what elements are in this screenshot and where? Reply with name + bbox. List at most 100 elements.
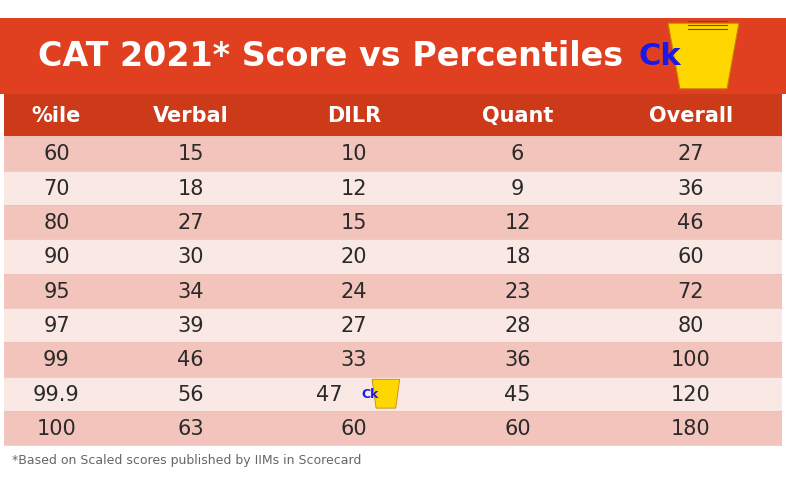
Bar <box>435 206 599 240</box>
Bar <box>435 171 599 206</box>
Text: 47: 47 <box>316 384 343 404</box>
Bar <box>599 171 782 206</box>
Bar <box>435 411 599 445</box>
Text: 12: 12 <box>341 179 367 198</box>
Text: 33: 33 <box>341 349 367 370</box>
Bar <box>0 0 786 19</box>
Text: 100: 100 <box>37 418 76 438</box>
Text: 45: 45 <box>505 384 531 404</box>
Bar <box>599 411 782 445</box>
Text: 60: 60 <box>504 418 531 438</box>
Text: 100: 100 <box>670 349 711 370</box>
Text: Quant: Quant <box>482 106 553 126</box>
Text: 15: 15 <box>178 144 204 164</box>
Bar <box>273 411 435 445</box>
Bar <box>273 377 435 411</box>
Text: 15: 15 <box>341 212 367 233</box>
Text: 80: 80 <box>43 212 70 233</box>
Text: 60: 60 <box>341 418 367 438</box>
Bar <box>599 137 782 171</box>
Text: 30: 30 <box>178 247 204 267</box>
Bar <box>109 137 273 171</box>
Text: 10: 10 <box>341 144 367 164</box>
Text: 99.9: 99.9 <box>33 384 80 404</box>
Text: 56: 56 <box>178 384 204 404</box>
Text: 99: 99 <box>43 349 70 370</box>
Text: 72: 72 <box>678 281 704 301</box>
Text: 27: 27 <box>341 316 367 335</box>
Bar <box>109 94 273 137</box>
Text: 46: 46 <box>678 212 704 233</box>
Bar <box>4 308 109 343</box>
Bar <box>273 171 435 206</box>
Text: 27: 27 <box>178 212 204 233</box>
Text: 20: 20 <box>341 247 367 267</box>
Text: Ck: Ck <box>639 43 681 71</box>
Bar <box>435 377 599 411</box>
Text: 46: 46 <box>178 349 204 370</box>
Bar <box>599 94 782 137</box>
Bar <box>599 308 782 343</box>
Bar <box>4 411 109 445</box>
Bar <box>273 137 435 171</box>
Bar <box>109 274 273 308</box>
Text: 27: 27 <box>678 144 704 164</box>
Text: %ile: %ile <box>31 106 81 126</box>
Text: 12: 12 <box>505 212 531 233</box>
Bar <box>4 137 109 171</box>
Text: Verbal: Verbal <box>152 106 229 126</box>
Text: 9: 9 <box>511 179 524 198</box>
Text: Ck: Ck <box>361 387 379 400</box>
Bar <box>599 206 782 240</box>
Text: 63: 63 <box>178 418 204 438</box>
Text: 70: 70 <box>43 179 70 198</box>
Bar <box>435 274 599 308</box>
Polygon shape <box>668 24 739 90</box>
Bar <box>109 240 273 274</box>
Bar <box>4 171 109 206</box>
Text: 18: 18 <box>505 247 531 267</box>
Bar <box>0 474 786 484</box>
Bar <box>109 377 273 411</box>
Bar <box>435 308 599 343</box>
Text: 60: 60 <box>678 247 704 267</box>
Text: 36: 36 <box>504 349 531 370</box>
Text: 180: 180 <box>670 418 711 438</box>
Polygon shape <box>372 379 399 408</box>
Bar <box>435 343 599 377</box>
Bar <box>4 240 109 274</box>
Text: 34: 34 <box>178 281 204 301</box>
Bar <box>0 445 786 474</box>
Bar <box>273 343 435 377</box>
Bar <box>109 343 273 377</box>
Text: 18: 18 <box>178 179 204 198</box>
Text: 24: 24 <box>341 281 367 301</box>
Bar <box>599 274 782 308</box>
Bar <box>4 377 109 411</box>
Bar <box>109 411 273 445</box>
Bar <box>273 94 435 137</box>
Text: 80: 80 <box>678 316 703 335</box>
Bar <box>109 171 273 206</box>
Bar <box>109 308 273 343</box>
Text: 97: 97 <box>43 316 70 335</box>
Bar <box>599 343 782 377</box>
Text: Overall: Overall <box>648 106 733 126</box>
Bar <box>4 206 109 240</box>
Bar <box>4 274 109 308</box>
Bar <box>4 343 109 377</box>
Bar <box>109 206 273 240</box>
Bar <box>273 240 435 274</box>
Bar <box>273 274 435 308</box>
Text: 90: 90 <box>43 247 70 267</box>
Text: 60: 60 <box>43 144 70 164</box>
Text: 120: 120 <box>670 384 711 404</box>
Bar <box>273 206 435 240</box>
Bar <box>435 137 599 171</box>
Text: DILR: DILR <box>327 106 381 126</box>
Text: CAT 2021* Score vs Percentiles: CAT 2021* Score vs Percentiles <box>38 40 623 74</box>
Bar <box>4 94 109 137</box>
Bar <box>0 19 786 94</box>
Text: 6: 6 <box>511 144 524 164</box>
Text: 95: 95 <box>43 281 70 301</box>
